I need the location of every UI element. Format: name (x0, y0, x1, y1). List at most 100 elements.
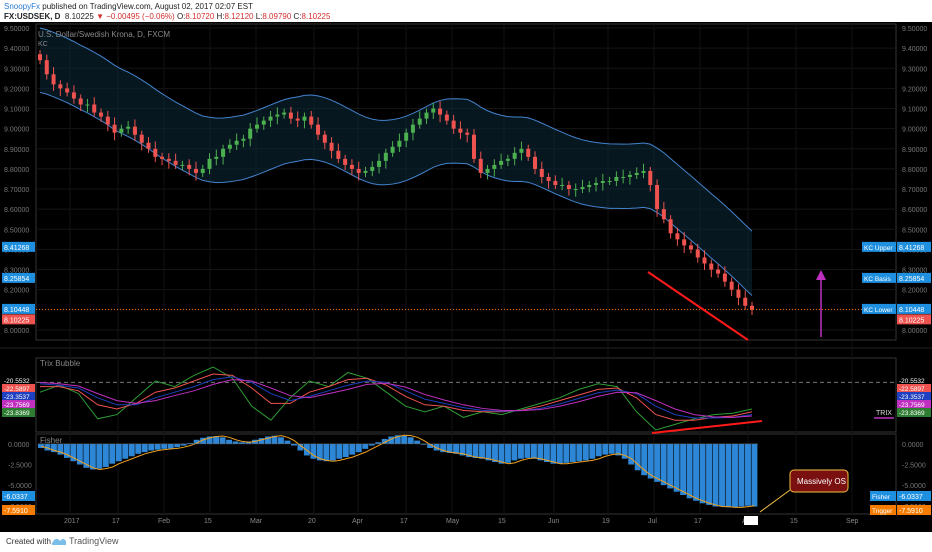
candle-body (471, 134, 476, 159)
fisher-bar (732, 443, 738, 508)
fisher-bar (167, 443, 174, 449)
x-tick: 19 (602, 518, 610, 525)
candle-body (512, 152, 517, 159)
candle-body (627, 174, 632, 177)
candle-body (444, 114, 449, 121)
candle-body (261, 120, 266, 125)
fisher-bar (459, 443, 466, 456)
fisher-bar (109, 443, 116, 464)
x-tick: Jun (548, 518, 559, 525)
fisher-tag-name-bg (870, 491, 896, 501)
fisher-tag-value-left: -6.0337 (4, 494, 28, 501)
x-tick: May (446, 518, 460, 525)
candle-body (356, 168, 361, 173)
candle-body (234, 140, 239, 145)
candle-body (200, 168, 205, 173)
y-tick-right: 8.60000 (902, 207, 927, 214)
fisher-bar (329, 443, 336, 461)
candle-body (607, 180, 612, 182)
fisher-bar (485, 443, 492, 461)
trix-trendline-red (651, 420, 763, 434)
fisher-bar (38, 443, 44, 449)
trix-value-right-bg (897, 392, 931, 401)
trix-value-left-bg (2, 376, 35, 385)
y-tick-left: 9.40000 (4, 46, 29, 53)
x-tick: Mar (250, 518, 263, 525)
header: SnoopyFx published on TradingView.com, A… (0, 0, 932, 22)
y-tick-left: 8.70000 (4, 187, 29, 194)
y-tick-right: 8.20000 (902, 288, 927, 295)
y-tick-right: 9.10000 (902, 107, 927, 114)
y-tick-left: 8.50000 (4, 227, 29, 234)
fisher-bar (122, 443, 129, 459)
fisher-bar (667, 443, 674, 489)
candle-body (38, 54, 42, 61)
x-tick: 17 (400, 518, 408, 525)
trix-value-right: -20.5532 (899, 378, 925, 385)
candle-body (153, 148, 158, 157)
symbol: FX:USDSEK, D (4, 12, 61, 21)
candle-body (417, 118, 422, 125)
candle-body (485, 168, 490, 173)
fisher-tag-value-right: -6.0337 (899, 494, 923, 501)
fisher-bar (427, 443, 434, 449)
trix-value-right: -23.8369 (899, 410, 925, 417)
trix-value-right-bg (897, 384, 931, 393)
trix-series-line (40, 373, 753, 421)
fisher-bar (213, 436, 220, 444)
y-tick-left: 8.30000 (4, 268, 29, 275)
close-value: 8.10225 (301, 12, 331, 21)
candle-body (499, 160, 504, 165)
fisher-bar (524, 443, 531, 458)
kc-name-bg (862, 272, 896, 283)
fisher-bar (660, 443, 667, 486)
fisher-bar (89, 443, 96, 470)
fisher-bar (595, 443, 602, 457)
fisher-bar (362, 443, 369, 449)
y-tick-left: 9.00000 (4, 127, 29, 134)
fisher-bar (543, 443, 550, 463)
tradingview-logo-icon[interactable] (52, 538, 66, 545)
candle-body (180, 164, 185, 166)
y-tick-left: 9.30000 (4, 66, 29, 73)
candle-body (743, 297, 748, 306)
last-price-tag-bg (897, 314, 931, 325)
fisher-bar (680, 443, 687, 496)
tradingview-brand[interactable]: TradingView (69, 536, 119, 546)
candle-body (587, 185, 592, 188)
candle-body (492, 164, 497, 169)
fisher-bar (608, 443, 615, 454)
author-link[interactable]: SnoopyFx (4, 2, 41, 11)
candle-body (478, 158, 483, 173)
fisher-bar (706, 443, 712, 505)
fisher-bar (537, 443, 544, 461)
fisher-bar (271, 435, 278, 444)
fisher-bar (751, 443, 758, 507)
trix-value-right-bg (897, 408, 931, 417)
fisher-bar (388, 436, 395, 444)
candle-body (526, 148, 531, 157)
candle-body (322, 134, 327, 143)
fisher-bar (433, 443, 440, 451)
fisher-bar (719, 443, 725, 507)
candle-body (78, 98, 83, 105)
fisher-bar (492, 443, 498, 463)
y-tick-right: 8.90000 (902, 147, 927, 154)
fisher-bar (187, 443, 194, 444)
fisher-bar (135, 443, 142, 454)
fisher-bar (589, 443, 596, 459)
candle-body (207, 158, 212, 169)
fisher-bar (349, 443, 356, 455)
x-tick: 15 (790, 518, 798, 525)
x-tick: 17 (112, 518, 120, 525)
fisher-bar (530, 443, 537, 459)
candle-body (51, 74, 56, 85)
fisher-bar (453, 443, 460, 454)
trix-value-left: -23.8369 (4, 410, 30, 417)
candle-body (709, 263, 714, 270)
fisher-bar (290, 443, 297, 446)
fisher-bar (336, 443, 343, 459)
fisher-bar (70, 443, 77, 462)
pane-frame (35, 23, 897, 341)
